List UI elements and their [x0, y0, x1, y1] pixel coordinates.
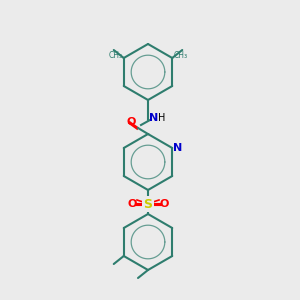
Text: N: N [149, 113, 159, 123]
Text: CH₃: CH₃ [109, 50, 123, 59]
Text: O: O [159, 199, 169, 209]
Text: O: O [127, 199, 137, 209]
Text: CH₃: CH₃ [173, 50, 187, 59]
Text: N: N [172, 143, 182, 153]
Text: H: H [158, 113, 166, 123]
Text: S: S [143, 197, 152, 211]
Text: O: O [126, 117, 136, 127]
